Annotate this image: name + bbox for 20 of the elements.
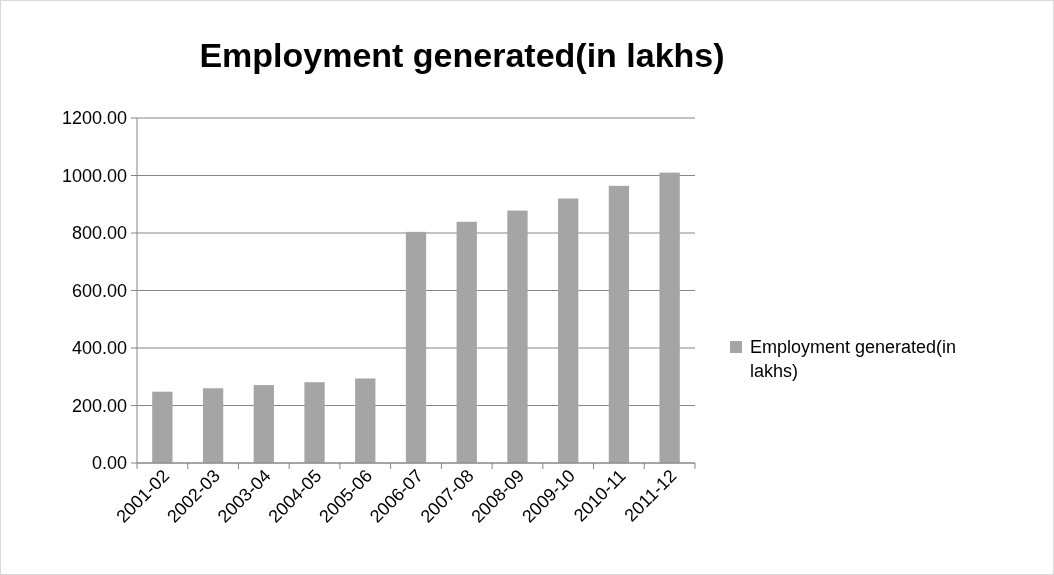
y-tick-label: 1200.00 [61,108,127,129]
y-tick-label: 1000.00 [61,165,127,186]
bar [152,391,173,463]
bar [608,185,630,463]
legend-label: Employment generated(in lakhs) [750,337,957,381]
bar [558,198,579,463]
y-tick-label: 400.00 [71,338,127,359]
bar [202,388,224,463]
y-tick-label: 200.00 [71,395,127,416]
bar [405,231,427,463]
y-tick-label: 0.00 [91,453,127,474]
bar [456,221,477,463]
chart-title: Employment generated(in lakhs) [199,36,725,74]
bar [355,378,376,463]
y-tick-label: 600.00 [71,280,127,301]
bar [659,172,680,463]
bar [253,385,274,463]
y-tick-label: 800.00 [71,223,127,244]
bar [304,382,325,463]
bar [507,210,528,463]
